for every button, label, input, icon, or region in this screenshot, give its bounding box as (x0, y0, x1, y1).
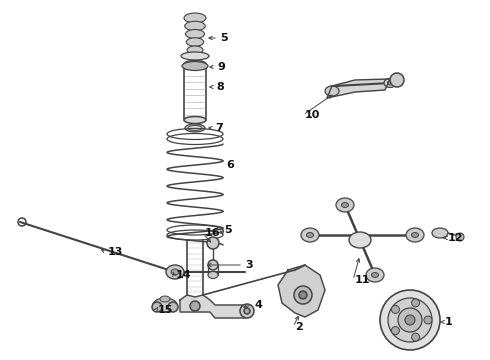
Ellipse shape (182, 62, 208, 71)
Text: 5: 5 (220, 33, 228, 43)
Text: 5: 5 (224, 225, 232, 235)
Circle shape (405, 315, 415, 325)
Ellipse shape (181, 52, 209, 60)
Text: 13: 13 (108, 247, 123, 257)
Text: 12: 12 (448, 233, 464, 243)
Text: 3: 3 (245, 260, 253, 270)
Ellipse shape (342, 202, 348, 207)
Ellipse shape (186, 30, 204, 39)
Text: 15: 15 (158, 305, 173, 315)
Circle shape (412, 299, 419, 307)
Text: 9: 9 (217, 62, 225, 72)
Ellipse shape (160, 296, 170, 302)
Ellipse shape (171, 269, 179, 275)
Ellipse shape (187, 46, 203, 54)
Circle shape (392, 327, 399, 334)
Text: 4: 4 (254, 300, 262, 310)
Circle shape (168, 302, 178, 312)
Text: 16: 16 (205, 228, 220, 238)
Ellipse shape (184, 117, 206, 123)
Polygon shape (278, 265, 325, 317)
Circle shape (190, 301, 200, 311)
Text: 10: 10 (305, 110, 320, 120)
Ellipse shape (184, 60, 206, 68)
Circle shape (390, 73, 404, 87)
Ellipse shape (366, 268, 384, 282)
Text: 1: 1 (445, 317, 453, 327)
Ellipse shape (384, 78, 396, 87)
Circle shape (299, 291, 307, 299)
Ellipse shape (301, 228, 319, 242)
Circle shape (392, 305, 399, 314)
Circle shape (380, 290, 440, 350)
Ellipse shape (325, 86, 339, 96)
Text: 2: 2 (295, 322, 303, 332)
Circle shape (152, 302, 162, 312)
Circle shape (398, 308, 422, 332)
Ellipse shape (432, 228, 448, 238)
Ellipse shape (185, 21, 205, 31)
Ellipse shape (456, 233, 464, 241)
Ellipse shape (208, 271, 218, 279)
Text: 8: 8 (216, 82, 224, 92)
Ellipse shape (184, 13, 206, 23)
Circle shape (424, 316, 432, 324)
Circle shape (208, 260, 218, 270)
Circle shape (388, 298, 432, 342)
Circle shape (412, 333, 419, 341)
Circle shape (207, 237, 219, 249)
Ellipse shape (388, 81, 392, 85)
Circle shape (294, 286, 312, 304)
Text: 14: 14 (176, 270, 192, 280)
Ellipse shape (406, 228, 424, 242)
Ellipse shape (188, 126, 202, 130)
Text: 6: 6 (226, 160, 234, 170)
Circle shape (244, 308, 250, 314)
Ellipse shape (336, 198, 354, 212)
Polygon shape (327, 79, 390, 98)
Ellipse shape (153, 298, 177, 312)
Ellipse shape (166, 265, 184, 279)
Ellipse shape (412, 233, 418, 238)
Text: 11: 11 (355, 275, 370, 285)
Ellipse shape (185, 124, 205, 132)
Ellipse shape (349, 232, 371, 248)
Text: 7: 7 (215, 123, 223, 133)
Ellipse shape (371, 273, 378, 278)
Polygon shape (180, 295, 250, 318)
Circle shape (240, 304, 254, 318)
Ellipse shape (307, 233, 314, 238)
Ellipse shape (186, 38, 204, 46)
